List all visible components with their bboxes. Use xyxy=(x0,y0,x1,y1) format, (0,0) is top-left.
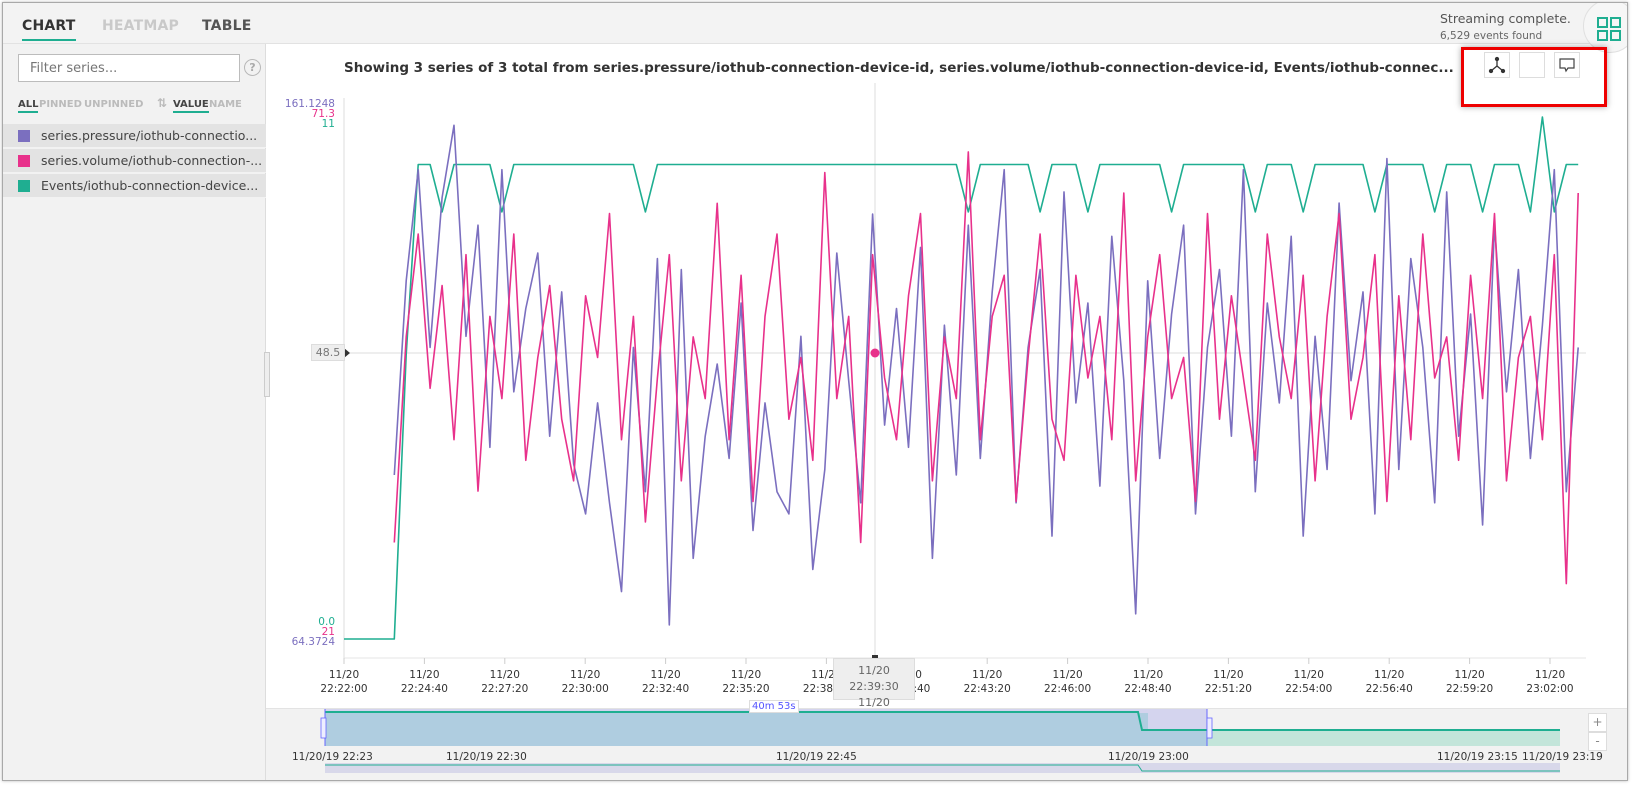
x-tick-label-time: 22:30:00 xyxy=(562,683,609,695)
x-tick-label-time: 22:48:40 xyxy=(1124,683,1171,695)
x-tick-label-date: 11/20 xyxy=(1294,669,1324,681)
brush-label: 11/20/19 22:23 xyxy=(292,751,373,763)
x-tick-label-date: 11/20 xyxy=(490,669,520,681)
stack-unstack-button[interactable] xyxy=(1484,52,1510,78)
brush-duration: 40m 53s xyxy=(749,700,799,713)
color-swatch xyxy=(18,130,30,142)
brush-label: 11/20/19 23:15 xyxy=(1437,751,1518,763)
sort-value[interactable]: VALUE xyxy=(173,99,209,113)
color-swatch xyxy=(18,155,30,167)
x-tick-label-time: 22:54:00 xyxy=(1285,683,1332,695)
series-label: Events/iothub-connection-device... xyxy=(41,178,259,193)
cursor-value-arrow xyxy=(344,348,350,358)
x-tick-label-time: 22:27:20 xyxy=(481,683,528,695)
x-tick-label-time: 22:43:20 xyxy=(964,683,1011,695)
sidebar-collapse-handle[interactable] xyxy=(264,352,270,397)
filter-unpinned[interactable]: UNPINNED xyxy=(84,99,144,110)
series-sidebar: ? ALL PINNED UNPINNED ⇅ VALUE NAME serie… xyxy=(3,44,266,780)
stack-icon xyxy=(1488,56,1506,74)
x-tick-label-time: 22:46:00 xyxy=(1044,683,1091,695)
brush-selection[interactable] xyxy=(325,709,1207,746)
x-tick-label-date: 11/20 xyxy=(1133,669,1163,681)
tooltip-start: 11/20 22:39:30 xyxy=(849,664,899,693)
top-bar: CHART HEATMAP TABLE Streaming complete. … xyxy=(3,3,1627,53)
filter-series-input[interactable] xyxy=(18,54,240,82)
comment-icon xyxy=(1559,58,1575,73)
blank-toolbar-button[interactable] xyxy=(1519,52,1545,78)
highlight-box xyxy=(1461,47,1607,107)
x-tick-label-time: 22:35:20 xyxy=(722,683,769,695)
x-tick-label-time: 22:51:20 xyxy=(1205,683,1252,695)
y-min-volume: 21 xyxy=(321,626,335,638)
y-min-pressure: 64.3724 xyxy=(291,636,335,648)
brush-label: 11/20/19 23:19 xyxy=(1522,751,1603,763)
x-tick-label-date: 11/20 xyxy=(1374,669,1404,681)
x-tick-label-time: 22:24:40 xyxy=(401,683,448,695)
x-tick-label-date: 11/20 xyxy=(972,669,1002,681)
annotation-button[interactable] xyxy=(1554,52,1580,78)
layout-grid-button[interactable] xyxy=(1583,3,1627,53)
cursor-marker xyxy=(872,655,878,659)
series-item-events[interactable]: Events/iothub-connection-device... xyxy=(3,174,266,198)
zoom-out-button[interactable]: - xyxy=(1588,732,1607,751)
y-max-events: 11 xyxy=(321,118,335,130)
cursor-point xyxy=(870,348,880,358)
sort-icon[interactable]: ⇅ xyxy=(157,96,168,110)
brush-label: 11/20/19 22:45 xyxy=(776,751,857,763)
y-max-volume: 71.3 xyxy=(311,108,335,120)
x-tick-label-date: 11/20 xyxy=(1454,669,1484,681)
y-min-events: 0.0 xyxy=(318,616,335,628)
series-label: series.volume/iothub-connection-... xyxy=(41,153,263,168)
y-max-pressure: 161.1248 xyxy=(284,98,335,110)
filter-all[interactable]: ALL xyxy=(18,99,39,113)
tab-chart[interactable]: CHART xyxy=(22,18,76,41)
series-line-events xyxy=(344,116,1579,640)
series-item-pressure[interactable]: series.pressure/iothub-connectio... xyxy=(3,124,266,148)
brush-label: 11/20/19 22:30 xyxy=(446,751,527,763)
x-tick-label-date: 11/20 xyxy=(570,669,600,681)
x-tick-label-date: 11/20 xyxy=(1213,669,1243,681)
x-tick-label-time: 22:59:20 xyxy=(1446,683,1493,695)
x-tick-label-time: 23:02:00 xyxy=(1526,683,1573,695)
x-tick-label-date: 11/20 xyxy=(409,669,439,681)
grid-icon xyxy=(1597,17,1621,41)
zoom-in-button[interactable]: + xyxy=(1588,713,1607,732)
events-count: 6,529 events found xyxy=(1440,30,1543,42)
filter-pinned[interactable]: PINNED xyxy=(39,99,82,110)
x-tick-label-date: 11/20 xyxy=(650,669,680,681)
help-icon[interactable]: ? xyxy=(244,59,261,76)
series-line-volume xyxy=(393,151,1579,585)
brush-right-handle[interactable] xyxy=(1206,717,1213,739)
x-tick-label-time: 22:22:00 xyxy=(320,683,367,695)
line-chart: 11/20 22:22:00 11/20 22:24:40 11/20 22:27:20 1… xyxy=(320,83,1586,695)
series-label: series.pressure/iothub-connectio... xyxy=(41,128,258,143)
sort-name[interactable]: NAME xyxy=(209,99,242,110)
x-tick-label-time: 22:56:40 xyxy=(1366,683,1413,695)
x-tick-label-date: 11/20 xyxy=(329,669,359,681)
x-tick-label-date: 11/20 xyxy=(1535,669,1565,681)
color-swatch xyxy=(18,180,30,192)
tab-heatmap[interactable]: HEATMAP xyxy=(102,18,180,34)
brush-left-handle[interactable] xyxy=(320,717,327,739)
x-tick-label-time: 22:32:40 xyxy=(642,683,689,695)
streaming-status: Streaming complete. xyxy=(1440,11,1571,26)
series-item-volume[interactable]: series.volume/iothub-connection-... xyxy=(3,149,266,173)
chart-title: Showing 3 series of 3 total from series.… xyxy=(344,60,1454,76)
x-tick-label-date: 11/20 xyxy=(731,669,761,681)
x-tick-label-date: 11/20 xyxy=(1052,669,1082,681)
tab-table[interactable]: TABLE xyxy=(202,18,252,34)
cursor-value-label: 48.5 xyxy=(311,344,345,361)
brush-label: 11/20/19 23:00 xyxy=(1108,751,1189,763)
